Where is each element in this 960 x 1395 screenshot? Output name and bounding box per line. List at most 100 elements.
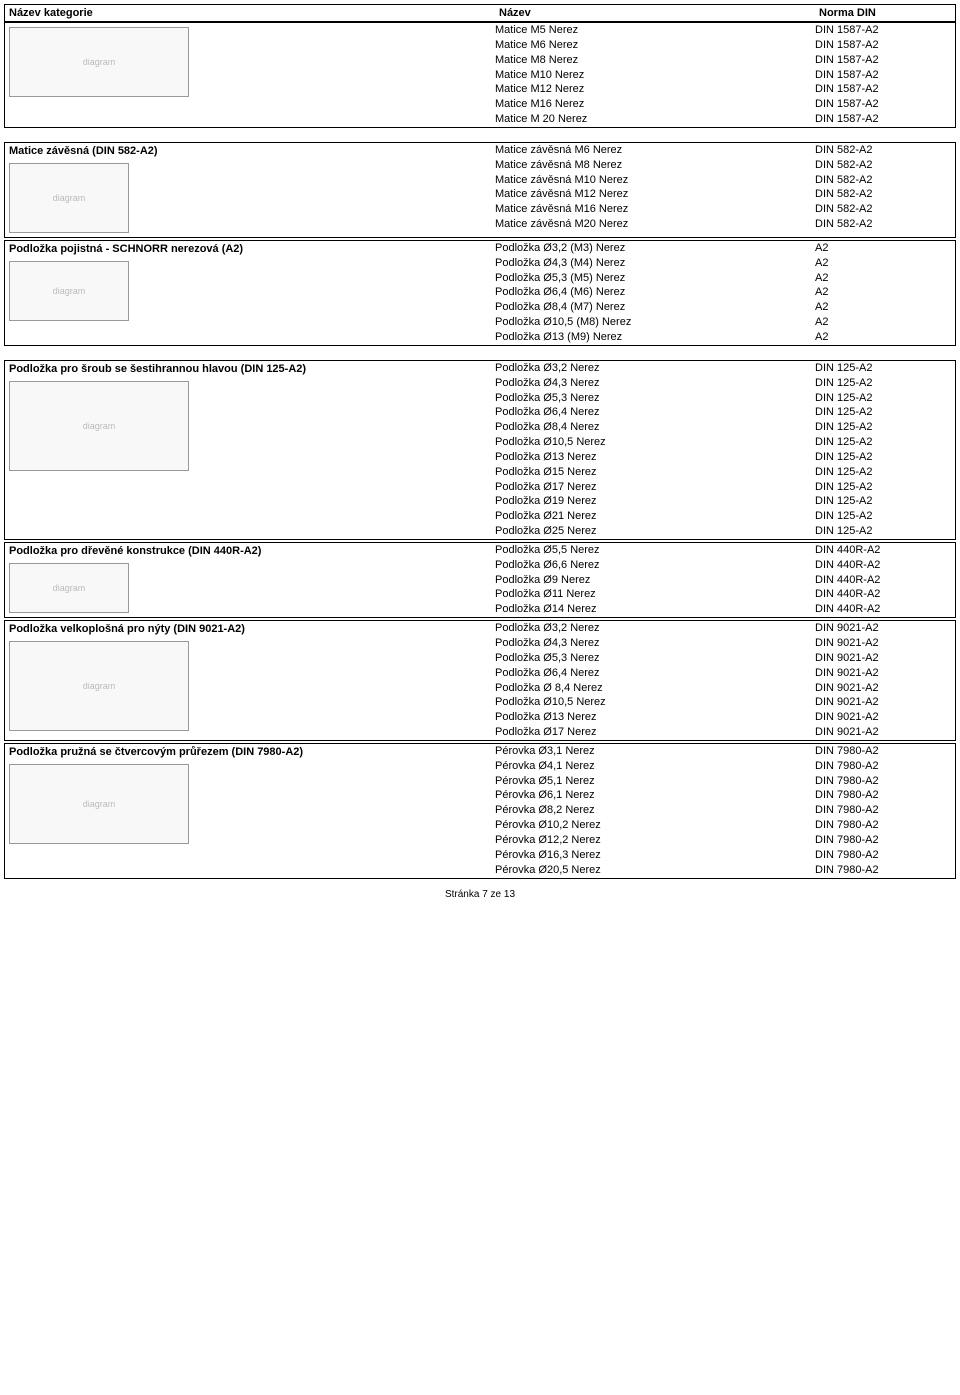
table-row: Podložka Ø6,4 NerezDIN 9021-A2 (495, 666, 955, 681)
cell-name: Podložka Ø10,5 (M8) Nerez (495, 315, 815, 330)
cell-norm: DIN 125-A2 (815, 509, 955, 524)
table-row: Podložka Ø5,3 (M5) NerezA2 (495, 271, 955, 286)
table-row: Podložka Ø5,5 NerezDIN 440R-A2 (495, 543, 955, 558)
cell-norm: DIN 125-A2 (815, 391, 955, 406)
table-row: Matice závěsná M16 NerezDIN 582-A2 (495, 202, 955, 217)
table-row: Matice závěsná M12 NerezDIN 582-A2 (495, 187, 955, 202)
cell-norm: DIN 7980-A2 (815, 803, 955, 818)
table-row: Podložka Ø6,4 NerezDIN 125-A2 (495, 405, 955, 420)
section-data: Podložka Ø5,5 NerezDIN 440R-A2Podložka Ø… (495, 543, 955, 617)
cell-norm: A2 (815, 315, 955, 330)
table-row: Podložka Ø25 NerezDIN 125-A2 (495, 524, 955, 539)
cell-name: Podložka Ø4,3 Nerez (495, 636, 815, 651)
table-row: Podložka Ø6,6 NerezDIN 440R-A2 (495, 558, 955, 573)
section-data: Pérovka Ø3,1 NerezDIN 7980-A2Pérovka Ø4,… (495, 744, 955, 878)
table-row: Podložka Ø14 NerezDIN 440R-A2 (495, 602, 955, 617)
header-name: Název (495, 5, 815, 21)
cell-norm: DIN 7980-A2 (815, 744, 955, 759)
table-row: Matice závěsná M10 NerezDIN 582-A2 (495, 173, 955, 188)
cell-norm: DIN 1587-A2 (815, 112, 955, 127)
table-row: Pérovka Ø12,2 NerezDIN 7980-A2 (495, 833, 955, 848)
cell-name: Matice M12 Nerez (495, 82, 815, 97)
cell-name: Podložka Ø5,3 (M5) Nerez (495, 271, 815, 286)
cell-name: Podložka Ø4,3 (M4) Nerez (495, 256, 815, 271)
cell-name: Matice M5 Nerez (495, 23, 815, 38)
table-row: Podložka Ø17 NerezDIN 9021-A2 (495, 725, 955, 740)
table-row: Podložka Ø3,2 NerezDIN 9021-A2 (495, 621, 955, 636)
cell-name: Matice M 20 Nerez (495, 112, 815, 127)
cell-name: Matice závěsná M16 Nerez (495, 202, 815, 217)
cell-name: Matice M6 Nerez (495, 38, 815, 53)
section-left: Podložka pružná se čtvercovým průřezem (… (5, 744, 495, 848)
cell-norm: DIN 125-A2 (815, 465, 955, 480)
cell-norm: DIN 1587-A2 (815, 53, 955, 68)
cell-norm: DIN 9021-A2 (815, 621, 955, 636)
header-norm: Norma DIN (815, 5, 955, 21)
table-row: Matice M10 NerezDIN 1587-A2 (495, 68, 955, 83)
cell-name: Podložka Ø8,4 Nerez (495, 420, 815, 435)
table-row: Pérovka Ø3,1 NerezDIN 7980-A2 (495, 744, 955, 759)
cell-norm: DIN 1587-A2 (815, 38, 955, 53)
cell-name: Matice M8 Nerez (495, 53, 815, 68)
cell-norm: A2 (815, 271, 955, 286)
cell-norm: DIN 582-A2 (815, 158, 955, 173)
section-title: Podložka pružná se čtvercovým průřezem (… (9, 746, 303, 758)
cell-name: Podložka Ø3,2 Nerez (495, 361, 815, 376)
cell-norm: DIN 440R-A2 (815, 587, 955, 602)
cell-name: Matice závěsná M8 Nerez (495, 158, 815, 173)
cell-name: Pérovka Ø3,1 Nerez (495, 744, 815, 759)
table-row: Podložka Ø 8,4 NerezDIN 9021-A2 (495, 681, 955, 696)
cell-norm: DIN 7980-A2 (815, 833, 955, 848)
section-data: Podložka Ø3,2 (M3) NerezA2Podložka Ø4,3 … (495, 241, 955, 345)
cell-name: Podložka Ø19 Nerez (495, 494, 815, 509)
cell-name: Matice závěsná M20 Nerez (495, 217, 815, 232)
table-row: Podložka Ø13 NerezDIN 125-A2 (495, 450, 955, 465)
cell-name: Matice M10 Nerez (495, 68, 815, 83)
section-left: Podložka pro šroub se šestihrannou hlavo… (5, 361, 495, 475)
product-section: Podložka pružná se čtvercovým průřezem (… (4, 743, 956, 879)
cell-name: Pérovka Ø20,5 Nerez (495, 863, 815, 878)
section-title: Matice závěsná (DIN 582-A2) (9, 145, 158, 157)
cell-norm: DIN 9021-A2 (815, 695, 955, 710)
table-row: Podložka Ø8,4 (M7) NerezA2 (495, 300, 955, 315)
table-row: Podložka Ø8,4 NerezDIN 125-A2 (495, 420, 955, 435)
cell-name: Pérovka Ø6,1 Nerez (495, 788, 815, 803)
cell-norm: DIN 125-A2 (815, 494, 955, 509)
table-row: Matice M8 NerezDIN 1587-A2 (495, 53, 955, 68)
table-row: Podložka Ø5,3 NerezDIN 125-A2 (495, 391, 955, 406)
cell-name: Podložka Ø13 Nerez (495, 710, 815, 725)
cell-norm: DIN 125-A2 (815, 361, 955, 376)
product-section: diagramMatice M5 NerezDIN 1587-A2Matice … (4, 22, 956, 128)
table-row: Podložka Ø10,5 (M8) NerezA2 (495, 315, 955, 330)
cell-norm: A2 (815, 256, 955, 271)
cell-name: Matice závěsná M12 Nerez (495, 187, 815, 202)
cell-name: Pérovka Ø4,1 Nerez (495, 759, 815, 774)
section-title: Podložka pojistná - SCHNORR nerezová (A2… (9, 243, 243, 255)
table-row: Podložka Ø21 NerezDIN 125-A2 (495, 509, 955, 524)
product-diagram: diagram (9, 27, 189, 97)
cell-name: Podložka Ø6,4 Nerez (495, 666, 815, 681)
table-row: Podložka Ø11 NerezDIN 440R-A2 (495, 587, 955, 602)
cell-name: Podložka Ø6,4 Nerez (495, 405, 815, 420)
table-row: Matice M5 NerezDIN 1587-A2 (495, 23, 955, 38)
product-section: Podložka pro šroub se šestihrannou hlavo… (4, 360, 956, 540)
cell-name: Matice závěsná M10 Nerez (495, 173, 815, 188)
cell-name: Podložka Ø5,3 Nerez (495, 651, 815, 666)
product-section: Podložka pojistná - SCHNORR nerezová (A2… (4, 240, 956, 346)
cell-norm: DIN 1587-A2 (815, 97, 955, 112)
cell-norm: DIN 9021-A2 (815, 651, 955, 666)
cell-norm: DIN 1587-A2 (815, 82, 955, 97)
cell-name: Podložka Ø13 Nerez (495, 450, 815, 465)
cell-name: Pérovka Ø8,2 Nerez (495, 803, 815, 818)
cell-name: Podložka Ø17 Nerez (495, 480, 815, 495)
product-section: Podložka pro dřevěné konstrukce (DIN 440… (4, 542, 956, 618)
section-left: Matice závěsná (DIN 582-A2)diagram (5, 143, 495, 237)
cell-norm: DIN 9021-A2 (815, 666, 955, 681)
table-row: Podložka Ø19 NerezDIN 125-A2 (495, 494, 955, 509)
table-row: Podložka Ø5,3 NerezDIN 9021-A2 (495, 651, 955, 666)
table-row: Podložka Ø17 NerezDIN 125-A2 (495, 480, 955, 495)
cell-norm: A2 (815, 300, 955, 315)
cell-norm: DIN 440R-A2 (815, 573, 955, 588)
table-row: Pérovka Ø20,5 NerezDIN 7980-A2 (495, 863, 955, 878)
cell-norm: DIN 125-A2 (815, 524, 955, 539)
